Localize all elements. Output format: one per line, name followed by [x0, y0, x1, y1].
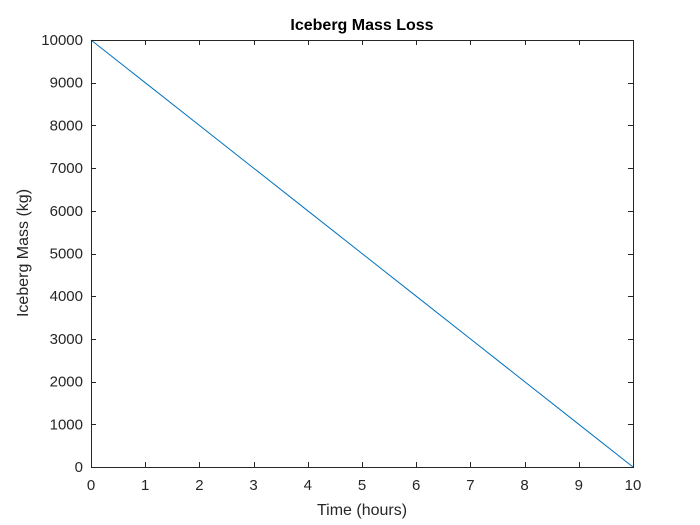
y-tick-label: 7000: [50, 160, 83, 177]
x-tick-label: 0: [87, 477, 95, 494]
y-tick-label: 3000: [50, 331, 83, 348]
y-tick-label: 0: [75, 459, 83, 476]
x-tick-label: 1: [141, 477, 149, 494]
x-tick-label: 8: [520, 477, 528, 494]
x-tick-label: 6: [412, 477, 420, 494]
y-tick-label: 8000: [50, 117, 83, 134]
x-tick-label: 10: [625, 477, 642, 494]
x-tick-label: 3: [249, 477, 257, 494]
y-tick-label: 1000: [50, 416, 83, 433]
y-tick-label: 4000: [50, 288, 83, 305]
x-tick-label: 9: [575, 477, 583, 494]
y-tick-label: 10000: [41, 32, 83, 49]
y-tick-label: 5000: [50, 246, 83, 263]
x-tick-label: 5: [358, 477, 366, 494]
y-tick-label: 2000: [50, 374, 83, 391]
y-tick-label: 6000: [50, 203, 83, 220]
axes-layer: 0 1 2 3 4 5 6 7 8 9 10 0 1000 2000 3000 4000 5000 6000 700…: [41, 32, 641, 494]
series-line-1: [90, 39, 634, 468]
x-tick-label: 7: [466, 477, 474, 494]
y-tick-label: 9000: [50, 75, 83, 92]
y-axis-label: Iceberg Mass (kg): [15, 189, 32, 317]
series-layer: [90, 39, 634, 468]
x-tick-label: 4: [304, 477, 312, 494]
x-tick-label: 2: [195, 477, 203, 494]
x-axis-label: Time (hours): [317, 502, 407, 519]
chart-title: Iceberg Mass Loss: [290, 17, 433, 34]
